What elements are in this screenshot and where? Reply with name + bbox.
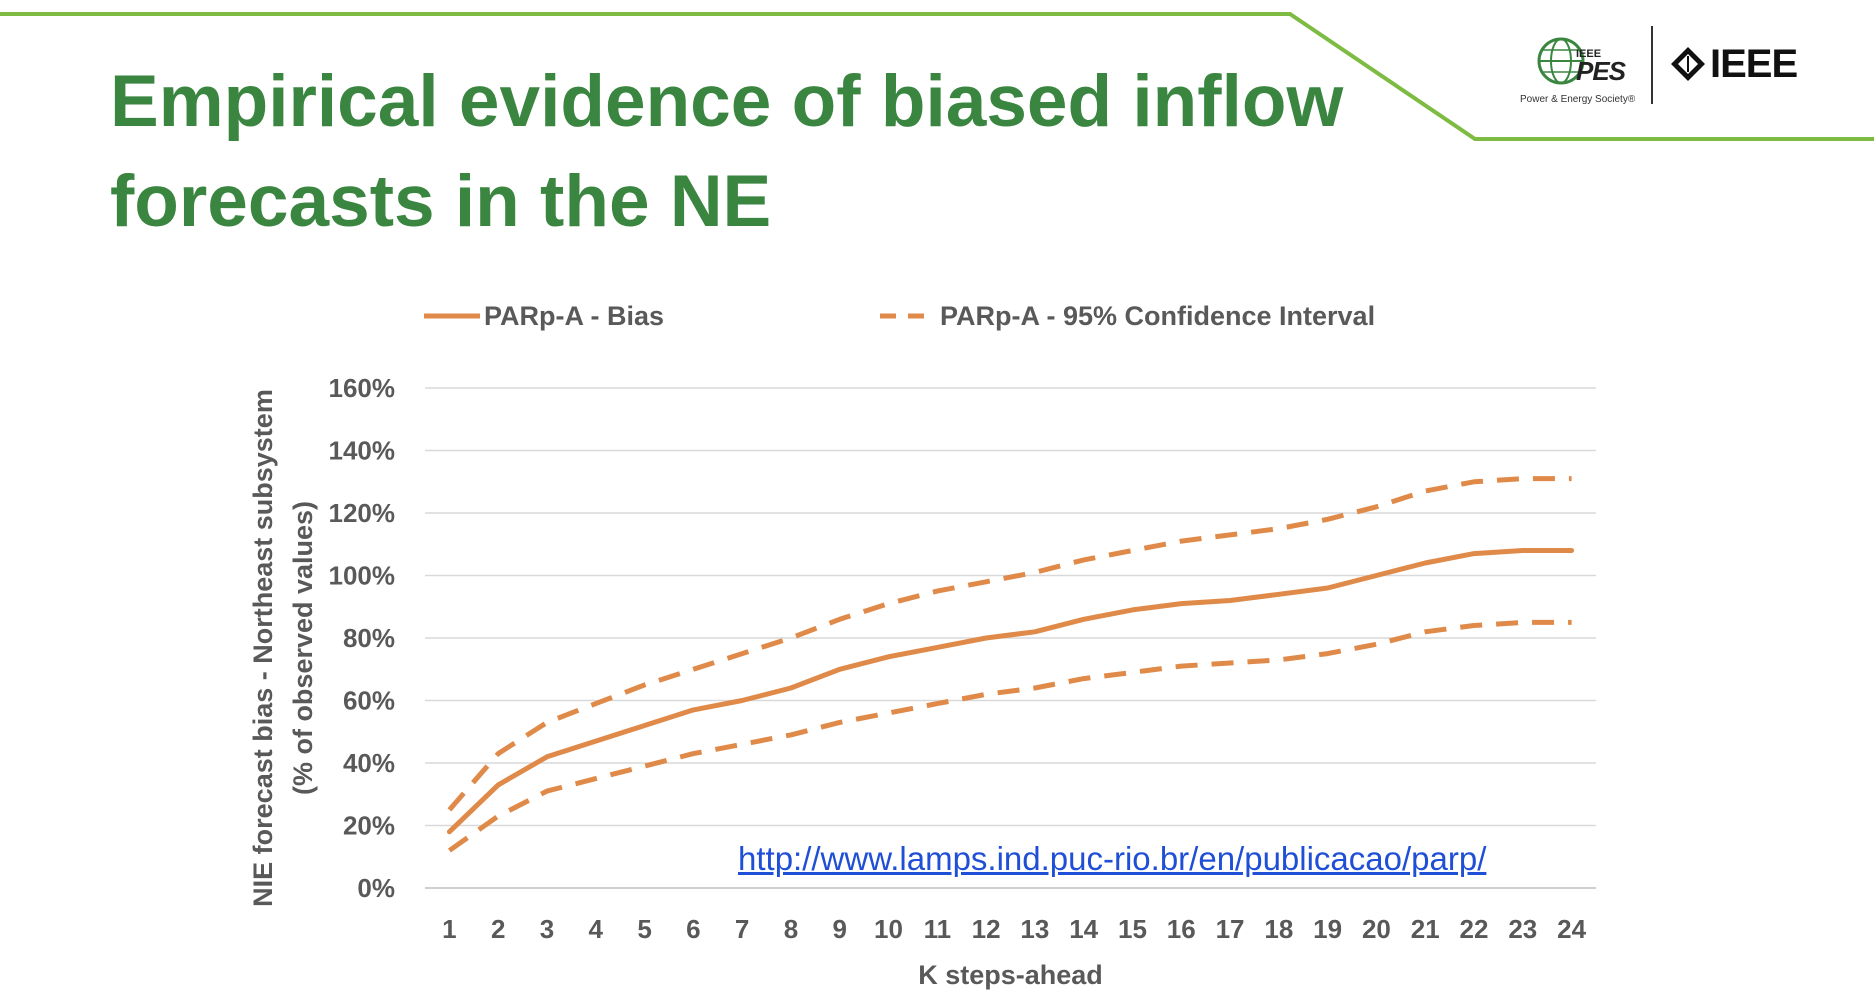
x-tick-label: 20 <box>1362 914 1391 944</box>
legend-ci-label: PARp-A - 95% Confidence Interval <box>940 301 1375 331</box>
pes-logo-small-text: IEEE <box>1576 48 1602 60</box>
x-tick-label: 5 <box>637 914 651 944</box>
x-tick-label: 19 <box>1313 914 1342 944</box>
ieee-pes-logo: IEEE PES Power & Energy Society® <box>1518 26 1648 106</box>
x-tick-label: 21 <box>1411 914 1440 944</box>
ieee-logo: IEEE <box>1670 40 1830 90</box>
y-tick-label: 120% <box>329 498 396 528</box>
y-tick-label: 20% <box>343 811 395 841</box>
x-tick-label: 3 <box>540 914 554 944</box>
ieee-diamond-icon <box>1671 47 1705 81</box>
x-tick-label: 17 <box>1216 914 1245 944</box>
y-axis-label: (% of observed values) <box>288 501 318 795</box>
globe-icon <box>1537 37 1585 85</box>
x-tick-label: 22 <box>1460 914 1489 944</box>
x-tick-label: 12 <box>972 914 1001 944</box>
x-tick-label: 15 <box>1118 914 1147 944</box>
y-axis-label: NIE forecast bias - Northeast subsystem <box>248 389 278 907</box>
x-tick-label: 7 <box>735 914 749 944</box>
slide-title: Empirical evidence of biased inflow fore… <box>110 61 1344 242</box>
x-tick-label: 23 <box>1508 914 1537 944</box>
x-tick-label: 13 <box>1020 914 1049 944</box>
pes-logo-text: PES <box>1576 56 1626 86</box>
x-tick-label: 11 <box>924 914 952 944</box>
x-tick-label: 4 <box>589 914 604 944</box>
y-tick-label: 160% <box>329 373 396 403</box>
x-tick-label: 1 <box>442 914 456 944</box>
x-tick-label: 9 <box>832 914 846 944</box>
x-tick-label: 6 <box>686 914 700 944</box>
logo-divider <box>1651 26 1653 104</box>
x-tick-label: 16 <box>1167 914 1196 944</box>
y-tick-label: 40% <box>343 748 395 778</box>
y-tick-label: 100% <box>329 561 396 591</box>
y-tick-label: 140% <box>329 436 396 466</box>
legend-bias-label: PARp-A - Bias <box>484 301 664 331</box>
publication-link[interactable]: http://www.lamps.ind.puc-rio.br/en/publi… <box>738 840 1487 877</box>
x-tick-label: 2 <box>491 914 505 944</box>
header-accent-line <box>0 12 1874 141</box>
x-tick-label: 8 <box>784 914 798 944</box>
pes-tagline: Power & Energy Society® <box>1520 94 1636 105</box>
x-tick-label: 10 <box>874 914 903 944</box>
y-tick-label: 80% <box>343 623 395 653</box>
ci-upper-line <box>447 476 1572 812</box>
x-tick-label: 14 <box>1069 914 1098 944</box>
y-tick-label: 60% <box>343 686 395 716</box>
ieee-logo-text: IEEE <box>1710 42 1798 86</box>
x-tick-label: 24 <box>1557 914 1586 944</box>
ci-lower-line <box>447 619 1572 853</box>
y-tick-label: 0% <box>357 873 395 903</box>
bias-line <box>446 548 1575 835</box>
x-tick-label: 18 <box>1264 914 1293 944</box>
x-axis-label: K steps-ahead <box>918 960 1103 990</box>
